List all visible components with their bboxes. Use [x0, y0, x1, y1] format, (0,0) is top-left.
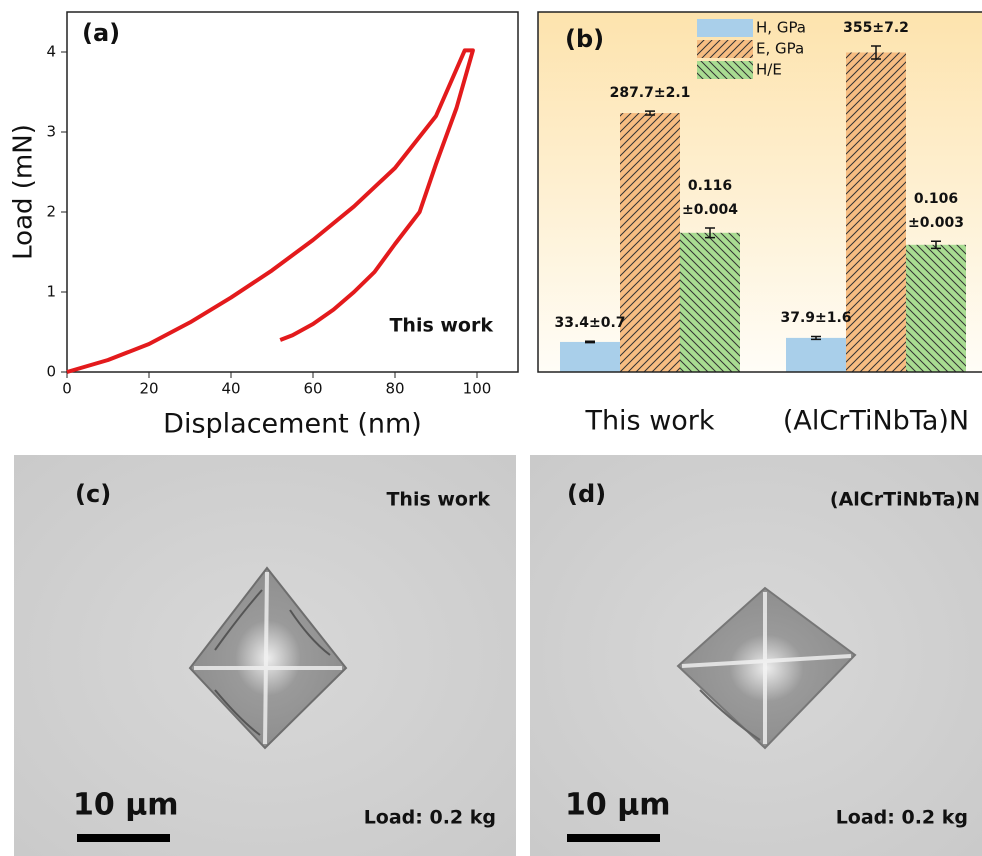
value-label: 37.9±1.6: [780, 306, 851, 330]
legend-label: E, GPa: [756, 40, 804, 58]
value-label: 0.116 ±0.004: [679, 174, 741, 222]
figure-canvas: (c) This work 10 μm Load: 0.2 kg (d) (Al…: [0, 0, 982, 856]
legend-label: H/E: [756, 61, 782, 79]
y-tick-label: 1: [46, 283, 56, 301]
image-caption: (AlCrTiNbTa)N: [830, 489, 980, 511]
x-tick-label: 80: [385, 380, 404, 398]
value-label: 0.106 ±0.003: [905, 187, 967, 235]
y-tick-label: 3: [46, 123, 56, 141]
value-label: 355±7.2: [843, 16, 909, 40]
panel-label: (d): [567, 480, 606, 508]
image-caption: This work: [386, 489, 490, 511]
scale-bar-label: 10 μm: [565, 788, 671, 823]
legend-swatch: [697, 19, 753, 37]
annotation: This work: [389, 315, 493, 337]
x-tick-label: 20: [139, 380, 158, 398]
scale-bar-label: 10 μm: [73, 788, 179, 823]
bar: [846, 53, 906, 373]
y-tick-label: 4: [46, 43, 56, 61]
bar: [786, 338, 846, 372]
y-axis-label: Load (mN): [9, 124, 39, 260]
legend-label: H, GPa: [756, 19, 806, 37]
figure: (c) This work 10 μm Load: 0.2 kg (d) (Al…: [0, 0, 982, 856]
value-label: 287.7±2.1: [610, 81, 691, 105]
bar: [906, 245, 966, 372]
x-tick-label: 60: [303, 380, 322, 398]
y-tick-label: 0: [46, 363, 56, 381]
legend-swatch: [697, 40, 753, 58]
bar: [620, 113, 680, 372]
panel-label: (a): [82, 19, 120, 47]
x-tick-label: 0: [62, 380, 72, 398]
x-tick-label: 100: [463, 380, 492, 398]
bar: [680, 233, 740, 372]
bar: [560, 342, 620, 372]
load-label: Load: 0.2 kg: [836, 807, 968, 829]
panel-label: (c): [75, 480, 111, 508]
x-tick-label: 40: [221, 380, 240, 398]
x-axis-label: Displacement (nm): [163, 409, 422, 440]
value-label: 33.4±0.7: [554, 311, 625, 335]
y-tick-label: 2: [46, 203, 56, 221]
load-label: Load: 0.2 kg: [364, 807, 496, 829]
legend-swatch: [697, 61, 753, 79]
x-tick-label: (AlCrTiNbTa)N: [783, 406, 969, 437]
x-tick-label: This work: [584, 406, 714, 437]
error-bar: [585, 341, 595, 342]
panel-label: (b): [565, 25, 604, 53]
